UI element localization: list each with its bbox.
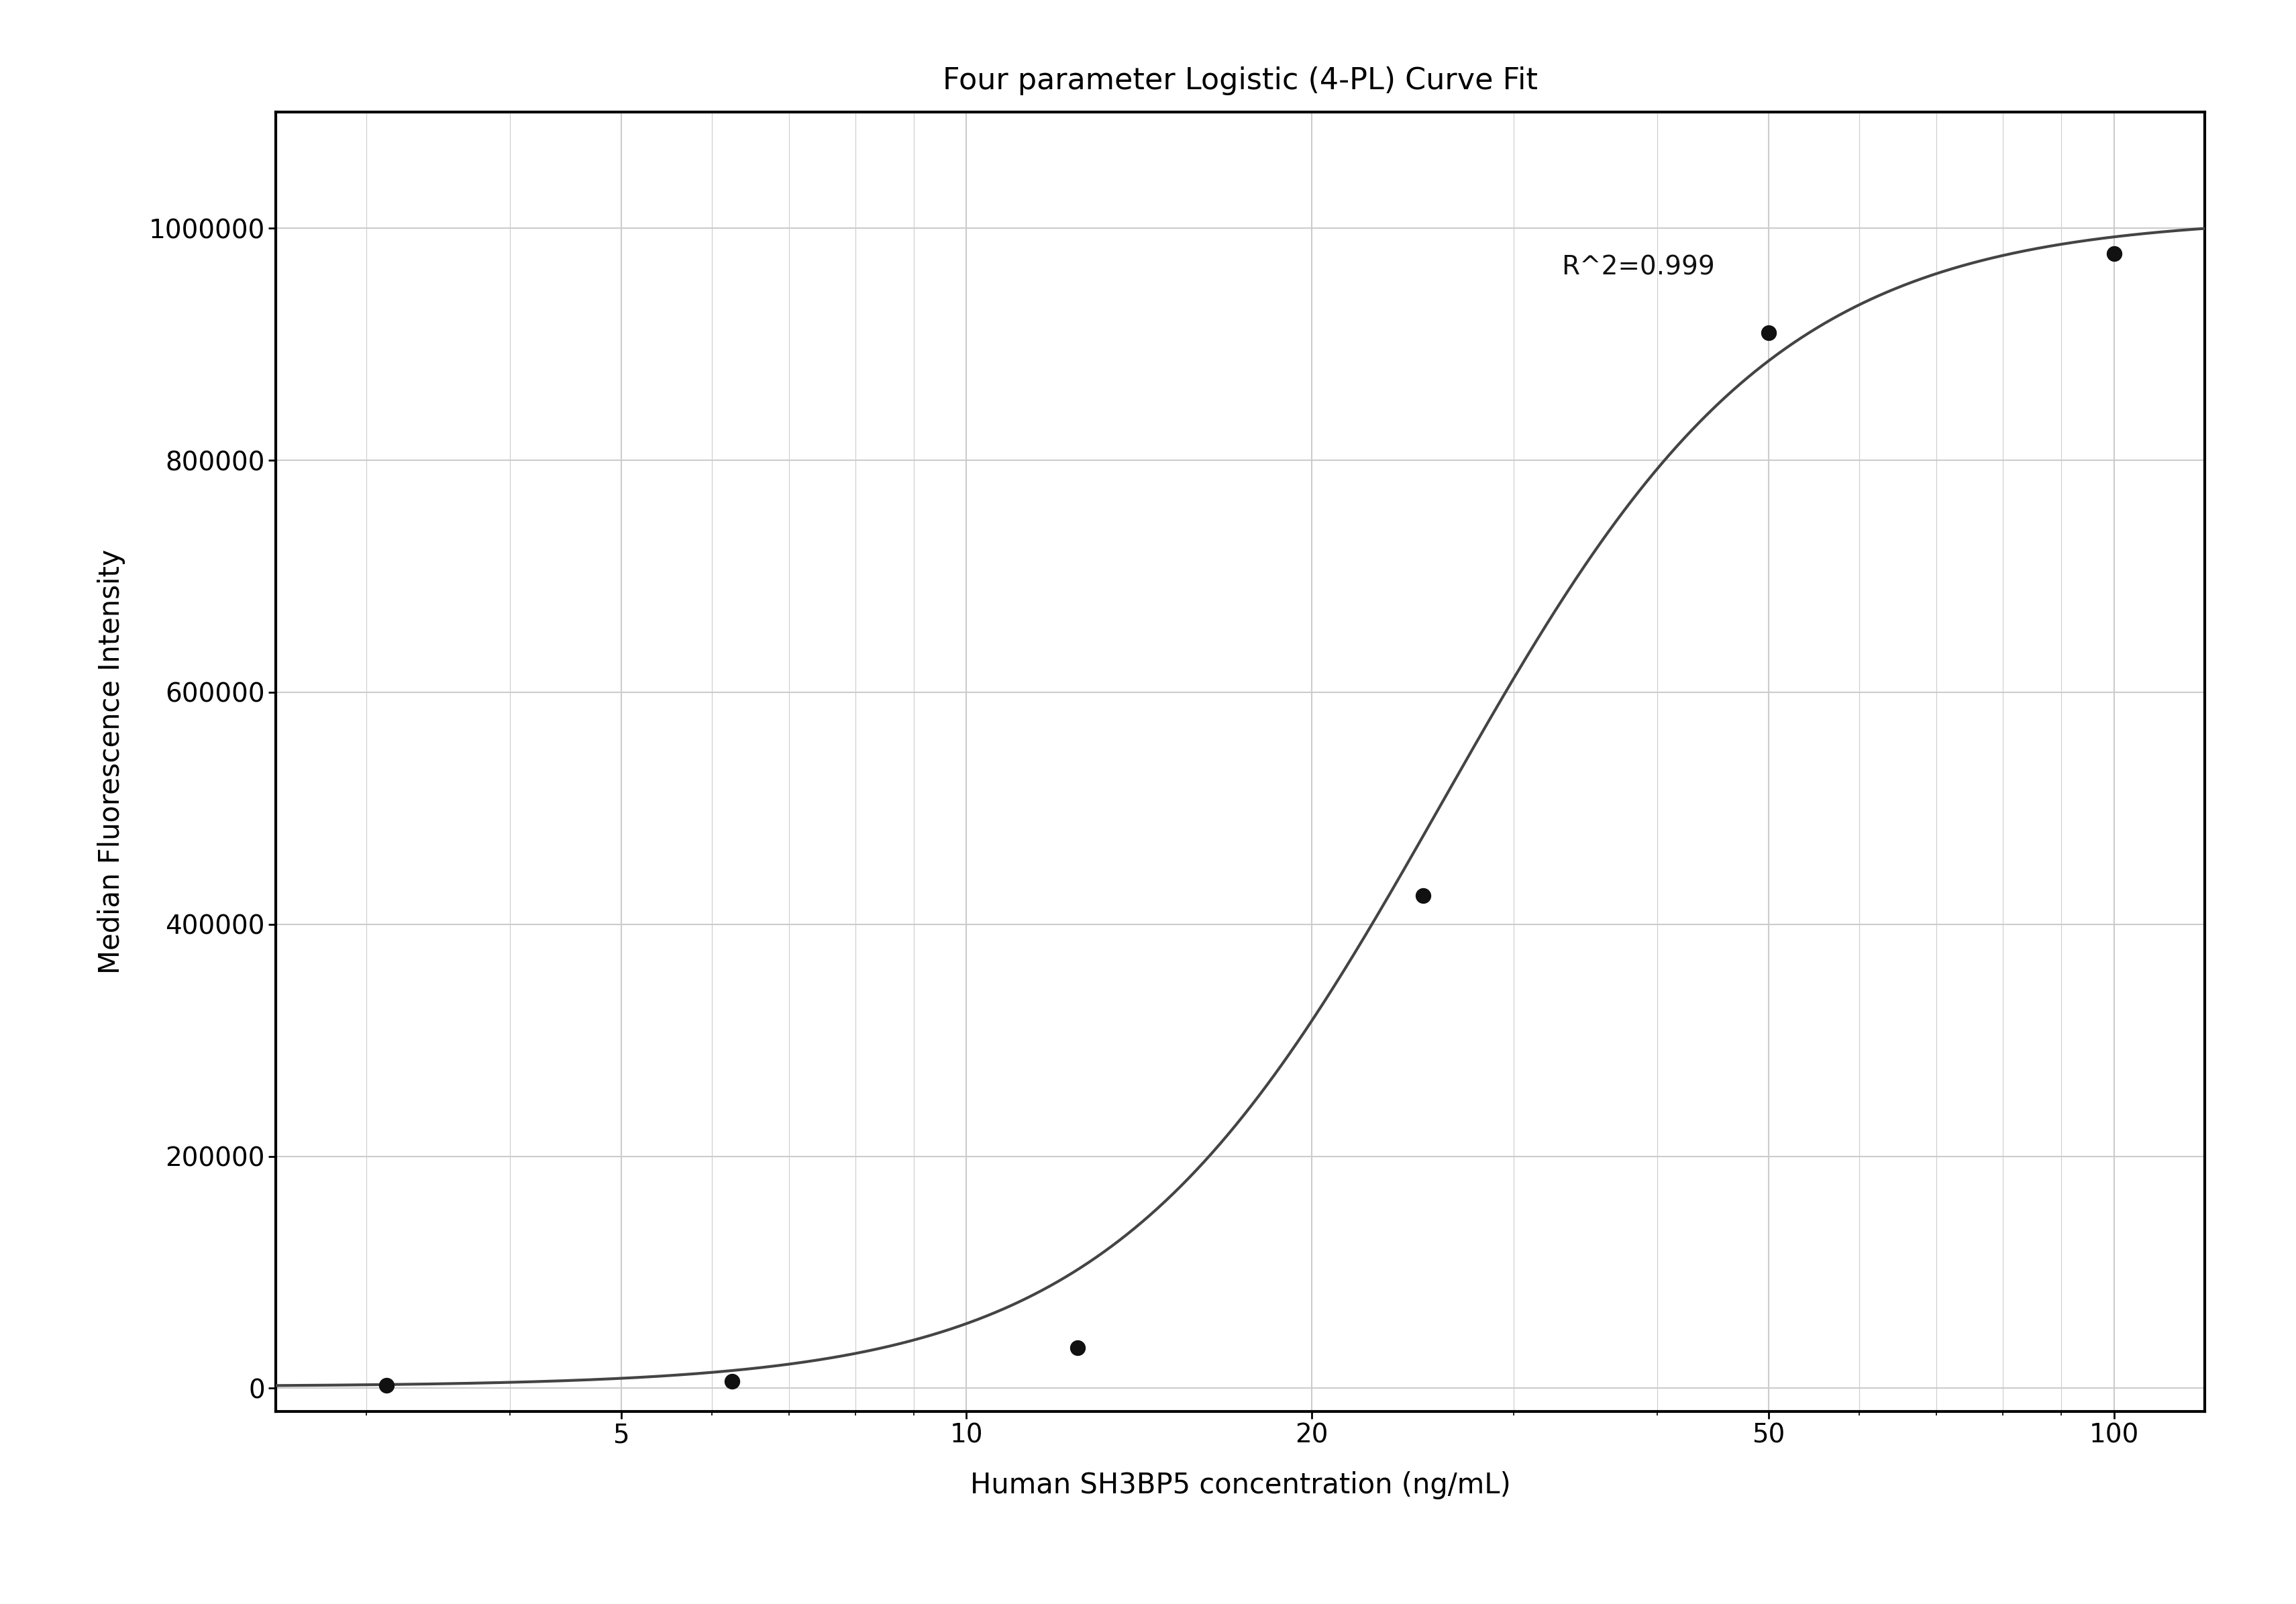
Point — [2094, 241, 2131, 266]
Point — [1405, 882, 1442, 908]
Title: Four parameter Logistic (4-PL) Curve Fit: Four parameter Logistic (4-PL) Curve Fit — [941, 66, 1538, 95]
Y-axis label: Median Fluorescence Intensity: Median Fluorescence Intensity — [96, 550, 126, 974]
X-axis label: Human SH3BP5 concentration (ng/mL): Human SH3BP5 concentration (ng/mL) — [969, 1471, 1511, 1500]
Point — [714, 1368, 751, 1394]
Point — [367, 1373, 404, 1399]
Point — [1750, 319, 1786, 345]
Text: R^2=0.999: R^2=0.999 — [1561, 255, 1715, 281]
Point — [1058, 1335, 1095, 1360]
